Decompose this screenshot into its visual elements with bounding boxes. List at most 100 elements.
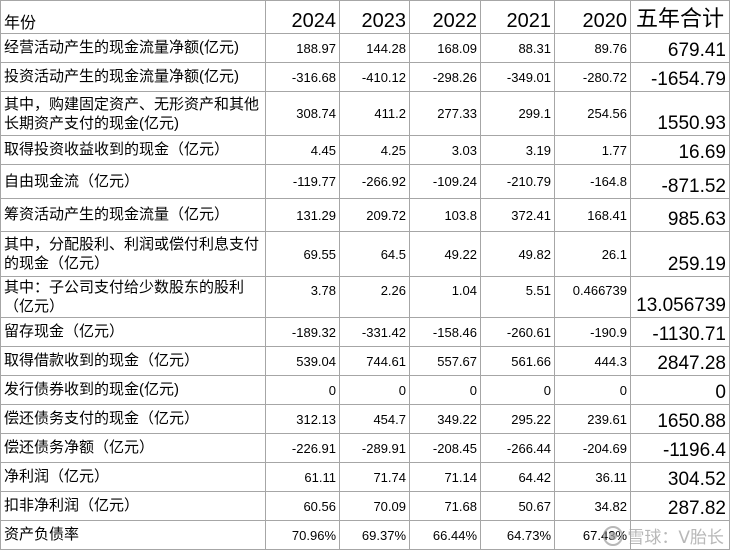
- value-cell: -349.01: [480, 62, 555, 92]
- value-cell: -208.45: [409, 433, 481, 463]
- year-header: 2021: [480, 0, 555, 34]
- value-cell: 312.13: [265, 404, 340, 434]
- value-cell: 36.11: [554, 462, 631, 492]
- table-row: 发行债券收到的现金(亿元) 0 0 0 0 0 0: [0, 375, 730, 405]
- total-cell: -1654.79: [630, 62, 730, 92]
- row-label: 资产负债率: [0, 520, 266, 550]
- value-cell: 66.44%: [409, 520, 481, 550]
- value-cell: -226.91: [265, 433, 340, 463]
- total-cell: 1650.88: [630, 404, 730, 434]
- value-cell: 89.76: [554, 33, 631, 63]
- value-cell: 34.82: [554, 491, 631, 521]
- value-cell: 188.97: [265, 33, 340, 63]
- value-cell: 4.45: [265, 135, 340, 165]
- value-cell: 71.68: [409, 491, 481, 521]
- value-cell: 308.74: [265, 91, 340, 136]
- value-cell: 557.67: [409, 346, 481, 376]
- value-cell: 64.42: [480, 462, 555, 492]
- value-cell: 277.33: [409, 91, 481, 136]
- total-cell: 259.19: [630, 231, 730, 277]
- total-cell: 1550.93: [630, 91, 730, 136]
- value-cell: 0: [480, 375, 555, 405]
- year-header: 2024: [265, 0, 340, 34]
- value-cell: -189.32: [265, 317, 340, 347]
- year-header: 2022: [409, 0, 481, 34]
- table-row: 偿还债务净额（亿元） -226.91 -289.91 -208.45 -266.44 -2…: [0, 433, 730, 463]
- value-cell: 3.19: [480, 135, 555, 165]
- total-cell: 16.69: [630, 135, 730, 165]
- table-row: 投资活动产生的现金流量净额(亿元) -316.68 -410.12 -298.26 -3…: [0, 62, 730, 92]
- value-cell: -204.69: [554, 433, 631, 463]
- value-cell: 561.66: [480, 346, 555, 376]
- value-cell: 0.466739: [554, 276, 631, 318]
- value-cell: 26.1: [554, 231, 631, 277]
- value-cell: 49.82: [480, 231, 555, 277]
- value-cell: -331.42: [339, 317, 410, 347]
- table-row: 经营活动产生的现金流量净额(亿元) 188.97 144.28 168.09 88.31…: [0, 33, 730, 63]
- value-cell: 5.51: [480, 276, 555, 318]
- year-header: 2023: [339, 0, 410, 34]
- table-row: 留存现金（亿元） -189.32 -331.42 -158.46 -260.61 -190…: [0, 317, 730, 347]
- value-cell: 103.8: [409, 198, 481, 232]
- value-cell: 3.03: [409, 135, 481, 165]
- value-cell: 0: [554, 375, 631, 405]
- total-cell: 985.63: [630, 198, 730, 232]
- value-cell: 4.25: [339, 135, 410, 165]
- value-cell: 254.56: [554, 91, 631, 136]
- value-cell: 454.7: [339, 404, 410, 434]
- value-cell: -266.44: [480, 433, 555, 463]
- value-cell: -119.77: [265, 164, 340, 199]
- value-cell: -190.9: [554, 317, 631, 347]
- value-cell: 349.22: [409, 404, 481, 434]
- table-row: 取得投资收益收到的现金（亿元） 4.45 4.25 3.03 3.19 1.77 16.69: [0, 135, 730, 165]
- value-cell: 69.55: [265, 231, 340, 277]
- value-cell: 144.28: [339, 33, 410, 63]
- table-row: 取得借款收到的现金（亿元） 539.04 744.61 557.67 561.66 444…: [0, 346, 730, 376]
- total-cell: 679.41: [630, 33, 730, 63]
- value-cell: 168.41: [554, 198, 631, 232]
- row-label: 投资活动产生的现金流量净额(亿元): [0, 62, 266, 92]
- value-cell: 88.31: [480, 33, 555, 63]
- value-cell: 71.14: [409, 462, 481, 492]
- row-label: 取得投资收益收到的现金（亿元）: [0, 135, 266, 165]
- total-cell: -1130.71: [630, 317, 730, 347]
- total-cell: 2847.28: [630, 346, 730, 376]
- total-cell: [630, 520, 730, 550]
- table-row: 扣非净利润（亿元） 60.56 70.09 71.68 50.67 34.82 287.82: [0, 491, 730, 521]
- row-label: 自由现金流（亿元）: [0, 164, 266, 199]
- table-row: 筹资活动产生的现金流量（亿元） 131.29 209.72 103.8 372.41 16…: [0, 198, 730, 232]
- value-cell: 168.09: [409, 33, 481, 63]
- table-row: 净利润（亿元） 61.11 71.74 71.14 64.42 36.11 304.52: [0, 462, 730, 492]
- table-row: 偿还债务支付的现金（亿元） 312.13 454.7 349.22 295.22 239.…: [0, 404, 730, 434]
- row-label: 取得借款收到的现金（亿元）: [0, 346, 266, 376]
- row-label: 留存现金（亿元）: [0, 317, 266, 347]
- value-cell: 69.37%: [339, 520, 410, 550]
- row-label: 经营活动产生的现金流量净额(亿元): [0, 33, 266, 63]
- total-cell: 0: [630, 375, 730, 405]
- total-cell: 13.056739: [630, 276, 730, 318]
- value-cell: 0: [409, 375, 481, 405]
- value-cell: 372.41: [480, 198, 555, 232]
- value-cell: 49.22: [409, 231, 481, 277]
- value-cell: 0: [265, 375, 340, 405]
- value-cell: 60.56: [265, 491, 340, 521]
- value-cell: 539.04: [265, 346, 340, 376]
- value-cell: -164.8: [554, 164, 631, 199]
- value-cell: 61.11: [265, 462, 340, 492]
- row-label: 筹资活动产生的现金流量（亿元）: [0, 198, 266, 232]
- value-cell: -410.12: [339, 62, 410, 92]
- value-cell: 295.22: [480, 404, 555, 434]
- value-cell: -289.91: [339, 433, 410, 463]
- value-cell: 411.2: [339, 91, 410, 136]
- row-label: 发行债券收到的现金(亿元): [0, 375, 266, 405]
- value-cell: -316.68: [265, 62, 340, 92]
- value-cell: -109.24: [409, 164, 481, 199]
- value-cell: 50.67: [480, 491, 555, 521]
- total-header: 五年合计: [630, 0, 730, 34]
- value-cell: 67.43%: [554, 520, 631, 550]
- header-row: 年份 2024 2023 2022 2021 2020 五年合计: [0, 0, 730, 34]
- row-label: 其中：子公司支付给少数股东的股利（亿元）: [0, 276, 266, 318]
- value-cell: 209.72: [339, 198, 410, 232]
- value-cell: 71.74: [339, 462, 410, 492]
